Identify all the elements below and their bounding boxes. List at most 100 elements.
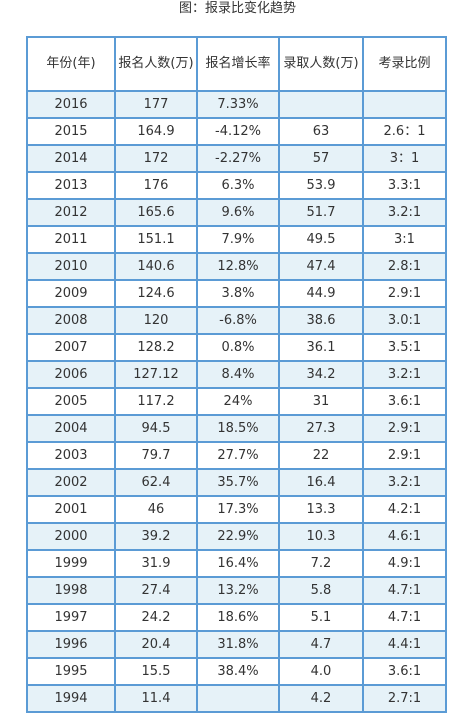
admission-ratio-table: 年份(年) 报名人数(万) 报名增长率 录取人数(万) 考录比例 2016 177… xyxy=(26,36,447,713)
cell-admitted xyxy=(278,90,364,119)
cell-growth-rate: 31.8% xyxy=(196,630,280,659)
cell-ratio: 2.7:1 xyxy=(362,684,447,713)
cell-admitted: 63 xyxy=(278,117,364,146)
cell-ratio: 2.9:1 xyxy=(362,279,447,308)
cell-applicants: 124.6 xyxy=(114,279,198,308)
cell-admitted: 5.1 xyxy=(278,603,364,632)
cell-year: 2014 xyxy=(26,144,116,173)
cell-year: 1997 xyxy=(26,603,116,632)
cell-admitted: 4.2 xyxy=(278,684,364,713)
cell-applicants: 127.12 xyxy=(114,360,198,389)
cell-year: 1998 xyxy=(26,576,116,605)
cell-growth-rate: 3.8% xyxy=(196,279,280,308)
cell-applicants: 27.4 xyxy=(114,576,198,605)
cell-year: 2003 xyxy=(26,441,116,470)
table-row: 2002 62.4 35.7% 16.4 3.2:1 xyxy=(26,468,447,497)
cell-year: 2015 xyxy=(26,117,116,146)
cell-ratio: 4.6:1 xyxy=(362,522,447,551)
cell-year: 2009 xyxy=(26,279,116,308)
cell-year: 1995 xyxy=(26,657,116,686)
cell-ratio: 2.9:1 xyxy=(362,441,447,470)
table-row: 1999 31.9 16.4% 7.2 4.9:1 xyxy=(26,549,447,578)
cell-admitted: 16.4 xyxy=(278,468,364,497)
header-growth-rate: 报名增长率 xyxy=(196,36,280,92)
cell-growth-rate: 9.6% xyxy=(196,198,280,227)
cell-admitted: 47.4 xyxy=(278,252,364,281)
table-row: 1997 24.2 18.6% 5.1 4.7:1 xyxy=(26,603,447,632)
cell-growth-rate: 12.8% xyxy=(196,252,280,281)
cell-year: 2006 xyxy=(26,360,116,389)
table-row: 1995 15.5 38.4% 4.0 3.6:1 xyxy=(26,657,447,686)
cell-admitted: 10.3 xyxy=(278,522,364,551)
table-row: 2010 140.6 12.8% 47.4 2.8:1 xyxy=(26,252,447,281)
cell-year: 2016 xyxy=(26,90,116,119)
table-row: 2009 124.6 3.8% 44.9 2.9:1 xyxy=(26,279,447,308)
cell-growth-rate: 18.5% xyxy=(196,414,280,443)
cell-applicants: 117.2 xyxy=(114,387,198,416)
cell-ratio: 3:1 xyxy=(362,225,447,254)
cell-ratio: 3.3:1 xyxy=(362,171,447,200)
cell-applicants: 46 xyxy=(114,495,198,524)
figure-caption: 图：报录比变化趋势 xyxy=(178,1,296,16)
cell-ratio: 3.0:1 xyxy=(362,306,447,335)
cell-growth-rate: 35.7% xyxy=(196,468,280,497)
cell-year: 2005 xyxy=(26,387,116,416)
cell-applicants: 11.4 xyxy=(114,684,198,713)
cell-ratio: 4.7:1 xyxy=(362,576,447,605)
cell-growth-rate: 6.3% xyxy=(196,171,280,200)
cell-growth-rate: 18.6% xyxy=(196,603,280,632)
table-row: 2001 46 17.3% 13.3 4.2:1 xyxy=(26,495,447,524)
table-row: 2015 164.9 -4.12% 63 2.6：1 xyxy=(26,117,447,146)
cell-ratio: 3.2:1 xyxy=(362,360,447,389)
cell-admitted: 34.2 xyxy=(278,360,364,389)
table-header-row: 年份(年) 报名人数(万) 报名增长率 录取人数(万) 考录比例 xyxy=(26,36,447,92)
cell-year: 2001 xyxy=(26,495,116,524)
table-row: 2003 79.7 27.7% 22 2.9:1 xyxy=(26,441,447,470)
cell-ratio: 2.9:1 xyxy=(362,414,447,443)
table-row: 2000 39.2 22.9% 10.3 4.6:1 xyxy=(26,522,447,551)
cell-year: 2004 xyxy=(26,414,116,443)
cell-applicants: 79.7 xyxy=(114,441,198,470)
cell-year: 2010 xyxy=(26,252,116,281)
cell-admitted: 53.9 xyxy=(278,171,364,200)
cell-admitted: 51.7 xyxy=(278,198,364,227)
cell-growth-rate xyxy=(196,684,280,713)
cell-ratio: 3：1 xyxy=(362,144,447,173)
cell-admitted: 4.7 xyxy=(278,630,364,659)
cell-growth-rate: 27.7% xyxy=(196,441,280,470)
cell-year: 2013 xyxy=(26,171,116,200)
table-row: 2012 165.6 9.6% 51.7 3.2:1 xyxy=(26,198,447,227)
table-row: 2008 120 -6.8% 38.6 3.0:1 xyxy=(26,306,447,335)
cell-admitted: 31 xyxy=(278,387,364,416)
cell-growth-rate: 38.4% xyxy=(196,657,280,686)
cell-year: 2007 xyxy=(26,333,116,362)
cell-growth-rate: -2.27% xyxy=(196,144,280,173)
header-applicants: 报名人数(万) xyxy=(114,36,198,92)
cell-ratio: 4.9:1 xyxy=(362,549,447,578)
cell-applicants: 140.6 xyxy=(114,252,198,281)
cell-applicants: 151.1 xyxy=(114,225,198,254)
cell-year: 1999 xyxy=(26,549,116,578)
table-row: 2007 128.2 0.8% 36.1 3.5:1 xyxy=(26,333,447,362)
cell-year: 2000 xyxy=(26,522,116,551)
cell-ratio: 2.6：1 xyxy=(362,117,447,146)
table-row: 2013 176 6.3% 53.9 3.3:1 xyxy=(26,171,447,200)
header-ratio: 考录比例 xyxy=(362,36,447,92)
cell-applicants: 15.5 xyxy=(114,657,198,686)
cell-ratio xyxy=(362,90,447,119)
cell-growth-rate: 7.33% xyxy=(196,90,280,119)
cell-applicants: 20.4 xyxy=(114,630,198,659)
cell-applicants: 128.2 xyxy=(114,333,198,362)
cell-applicants: 176 xyxy=(114,171,198,200)
cell-applicants: 31.9 xyxy=(114,549,198,578)
cell-year: 2011 xyxy=(26,225,116,254)
table-row: 2011 151.1 7.9% 49.5 3:1 xyxy=(26,225,447,254)
cell-growth-rate: 24% xyxy=(196,387,280,416)
cell-year: 1994 xyxy=(26,684,116,713)
cell-ratio: 3.6:1 xyxy=(362,387,447,416)
cell-ratio: 4.7:1 xyxy=(362,603,447,632)
cell-growth-rate: 0.8% xyxy=(196,333,280,362)
cell-admitted: 57 xyxy=(278,144,364,173)
cell-admitted: 13.3 xyxy=(278,495,364,524)
cell-applicants: 164.9 xyxy=(114,117,198,146)
